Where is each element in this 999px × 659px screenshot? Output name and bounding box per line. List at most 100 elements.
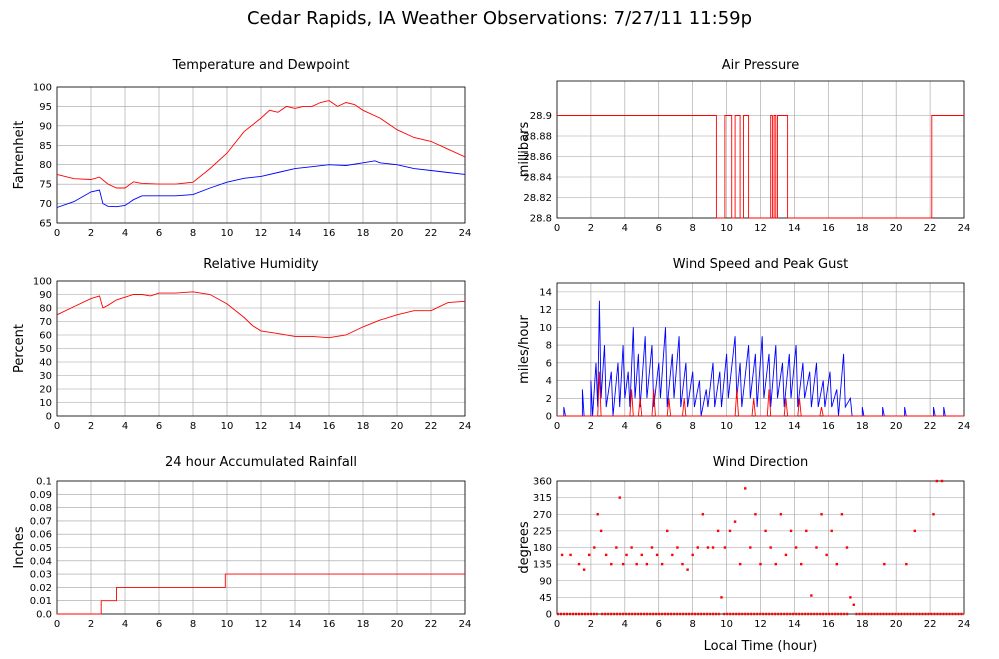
- wind-direction-point: [716, 529, 720, 533]
- y-tick-label: 100: [33, 83, 52, 94]
- y-tick-label: 60: [39, 331, 52, 342]
- x-tick-label: 0: [554, 223, 560, 234]
- x-tick-label: 16: [822, 421, 835, 432]
- series-line-0: [56, 291, 466, 339]
- x-tick-label: 22: [425, 421, 438, 432]
- x-tick-label: 10: [221, 421, 234, 432]
- y-tick-label: 0.02: [30, 583, 52, 594]
- wind-direction-point: [913, 529, 917, 533]
- x-tick-label: 10: [221, 228, 234, 239]
- x-tick-label: 18: [856, 619, 869, 630]
- x-tick-label: 14: [289, 421, 302, 432]
- x-tick-label: 14: [289, 619, 302, 630]
- y-tick-label: 0.0: [36, 610, 52, 621]
- x-tick-label: 8: [190, 421, 196, 432]
- wind-direction-point: [835, 562, 839, 566]
- x-tick-label: 20: [391, 619, 404, 630]
- chart-title: Air Pressure: [722, 58, 800, 73]
- wind-direction-point: [830, 529, 833, 533]
- wind-direction-point: [723, 546, 727, 549]
- y-tick-label: 30: [39, 371, 52, 382]
- wind-direction-point: [569, 553, 572, 557]
- wind-direction-point: [840, 513, 844, 516]
- wind-direction-point: [728, 529, 732, 533]
- wind-direction-point: [621, 562, 625, 566]
- y-tick-label: 90: [39, 290, 52, 301]
- x-tick-label: 10: [221, 619, 234, 630]
- x-tick-label: 22: [924, 223, 937, 234]
- wind-direction-point: [660, 562, 664, 566]
- y-tick-label: 90: [39, 121, 52, 132]
- plot-frame: [56, 86, 466, 224]
- x-tick-label: 4: [622, 619, 628, 630]
- wind-direction-point: [666, 529, 669, 533]
- x-tick-label: 20: [391, 228, 404, 239]
- x-tick-label: 8: [190, 228, 196, 239]
- wind-direction-point: [805, 529, 808, 533]
- wind-direction-point: [645, 562, 649, 566]
- wind-direction-point: [733, 520, 737, 523]
- x-tick-label: 8: [190, 619, 196, 630]
- x-tick-label: 0: [554, 421, 560, 432]
- wind-direction-point: [599, 529, 603, 533]
- x-tick-label: 18: [357, 619, 370, 630]
- wind-direction-point: [577, 562, 581, 566]
- x-tick-label: 18: [856, 421, 869, 432]
- x-tick-label: 8: [689, 421, 695, 432]
- x-tick-label: 6: [156, 228, 162, 239]
- wind-direction-point: [640, 553, 643, 557]
- y-tick-label: 12: [539, 305, 552, 316]
- y-tick-label: 80: [39, 160, 52, 171]
- x-tick-label: 20: [391, 421, 404, 432]
- y-tick-label: 0.04: [30, 556, 52, 567]
- y-tick-label: 85: [39, 141, 52, 152]
- wind-direction-point: [701, 513, 705, 516]
- wind-direction-point: [635, 562, 638, 566]
- x-tick-label: 4: [122, 619, 128, 630]
- y-tick-label: 40: [39, 358, 52, 369]
- x-tick-label: 4: [122, 228, 128, 239]
- y-tick-label: 0.06: [30, 530, 52, 541]
- y-tick-label: 315: [533, 493, 552, 504]
- x-tick-label: 6: [656, 223, 662, 234]
- wind-direction-point: [706, 546, 710, 549]
- x-tick-label: 10: [720, 421, 733, 432]
- y-tick-label: 4: [546, 376, 552, 387]
- wind-direction-point: [932, 513, 935, 516]
- wind-direction-point: [650, 546, 654, 549]
- x-axis-label: Local Time (hour): [704, 639, 818, 654]
- x-tick-label: 14: [289, 228, 302, 239]
- x-tick-label: 24: [958, 223, 971, 234]
- y-tick-label: 0.09: [30, 490, 52, 501]
- chart-title: Relative Humidity: [203, 257, 319, 272]
- x-tick-label: 16: [323, 228, 336, 239]
- plot-frame: [56, 280, 466, 417]
- y-tick-label: 95: [39, 102, 52, 113]
- x-tick-label: 16: [822, 619, 835, 630]
- wind-direction-point: [711, 546, 715, 549]
- y-tick-label: 6: [546, 358, 552, 369]
- wind-direction-point: [779, 513, 783, 516]
- x-tick-label: 10: [720, 223, 733, 234]
- series-line-1: [557, 371, 964, 417]
- x-tick-label: 0: [54, 619, 60, 630]
- y-tick-label: 28.9: [530, 111, 552, 122]
- wind-direction-point: [681, 562, 684, 566]
- wind-direction-point: [625, 553, 628, 557]
- x-tick-label: 2: [588, 619, 594, 630]
- wind-direction-point: [905, 562, 908, 566]
- wind-direction-point: [764, 529, 767, 533]
- wind-direction-point: [759, 562, 762, 566]
- y-tick-label: 28.82: [523, 193, 552, 204]
- wind-direction-point: [618, 496, 621, 499]
- y-tick-label: 0: [546, 412, 552, 423]
- y-axis-label: Inches: [12, 526, 27, 568]
- wind-direction-point: [815, 546, 818, 549]
- wind-direction-point: [720, 596, 723, 599]
- wind-direction-point: [676, 546, 679, 549]
- wind-direction-point: [610, 562, 613, 566]
- wind-direction-point: [582, 568, 586, 571]
- y-tick-label: 100: [33, 277, 52, 288]
- wind-direction-point: [825, 553, 828, 557]
- series-line-0: [557, 115, 964, 219]
